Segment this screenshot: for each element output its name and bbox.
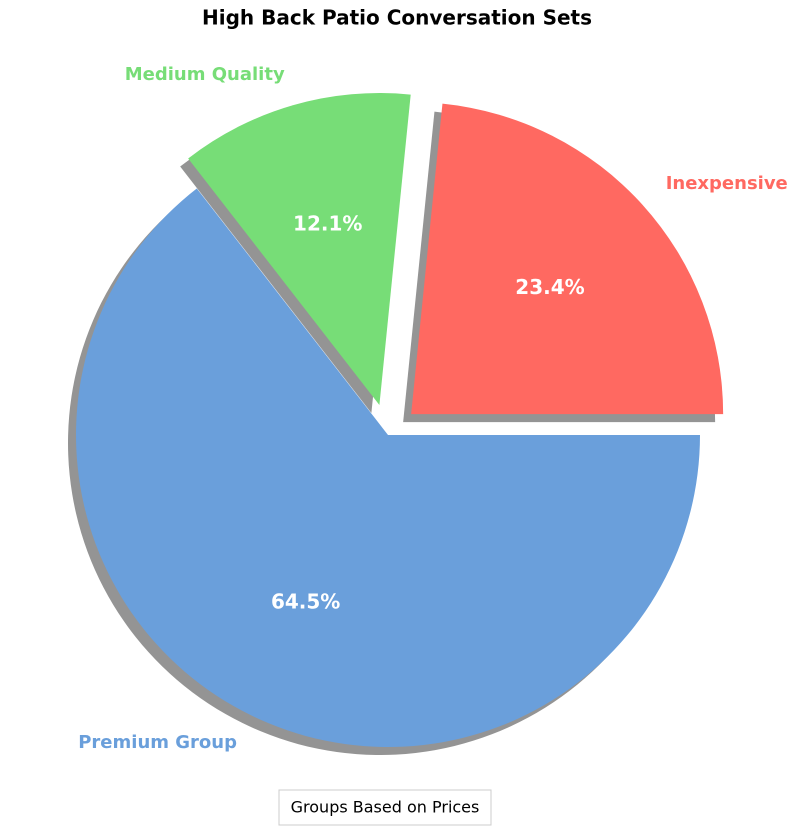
slice: [188, 93, 411, 406]
value-label: 12.1%: [293, 212, 362, 236]
category-label: Medium Quality: [125, 64, 285, 85]
category-label: Premium Group: [78, 732, 237, 753]
value-label: 23.4%: [515, 275, 584, 299]
legend-box: [278, 789, 492, 826]
legend-title: Groups Based on Prices: [291, 798, 480, 817]
category-label: Inexpensive: [666, 173, 788, 194]
slices: [76, 93, 724, 747]
chart-title: High Back Patio Conversation Sets: [202, 6, 592, 30]
slice: [76, 188, 700, 747]
slice: [411, 103, 724, 415]
labels: Inexpensive 23.4% Medium Quality 12.1% Premi…: [78, 64, 788, 753]
value-label: 64.5%: [271, 590, 340, 614]
